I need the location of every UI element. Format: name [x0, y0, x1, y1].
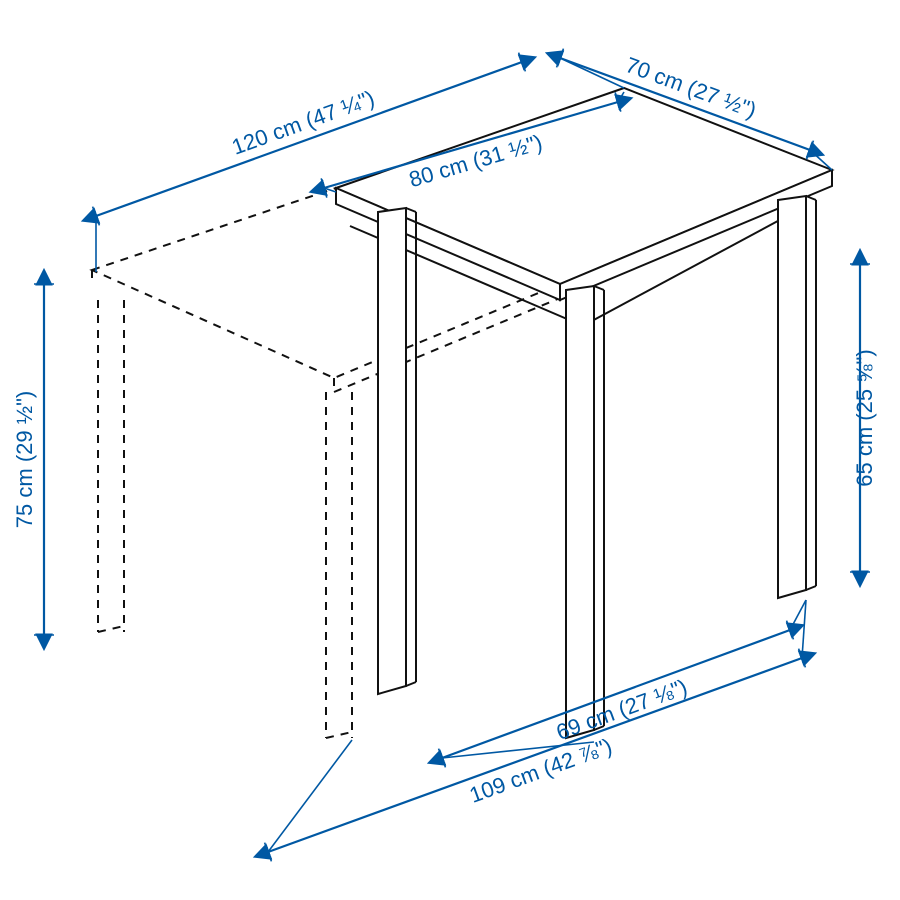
dim-height-left: 75 cm (29 ½") [12, 284, 54, 635]
dim-height-right-label: 65 cm (25 ⅝") [852, 349, 877, 486]
leg-back-left [378, 208, 406, 694]
dim-height-right: 65 cm (25 ⅝") [850, 264, 877, 572]
dim-height-left-label: 75 cm (29 ½") [12, 391, 37, 528]
leg-front [566, 286, 594, 738]
dimension-diagram: 120 cm (47 ¼")80 cm (31 ½")70 cm (27 ½")… [0, 0, 900, 900]
dim-floor-long: 109 cm (42 ⅞") [265, 649, 806, 862]
dim-floor-long-label: 109 cm (42 ⅞") [466, 733, 615, 808]
leg-back-right [778, 196, 806, 598]
dim-floor-short: 69 cm (27 ⅛") [439, 621, 794, 768]
